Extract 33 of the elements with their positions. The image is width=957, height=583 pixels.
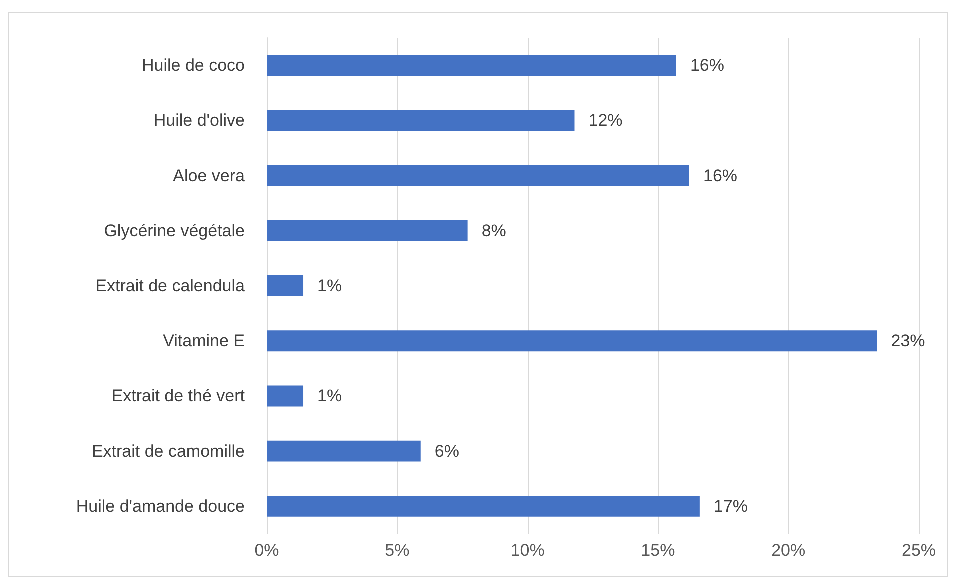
data-label: 1%	[318, 276, 342, 296]
y-tick-label: Extrait de camomille	[92, 442, 245, 461]
data-label: 16%	[690, 56, 724, 76]
bar	[267, 220, 468, 242]
data-label: 17%	[714, 496, 748, 516]
bar	[267, 330, 878, 352]
bar	[267, 110, 575, 132]
bar	[267, 440, 421, 462]
x-tick-label: 25%	[902, 541, 936, 560]
data-label: 23%	[891, 332, 926, 351]
x-tick-label: 15%	[641, 541, 676, 560]
x-tick-label: 0%	[254, 541, 280, 560]
y-tick-label: Vitamine E	[163, 332, 245, 351]
data-label: 16%	[703, 166, 738, 186]
data-label: 6%	[434, 442, 460, 461]
bar	[267, 276, 304, 296]
y-tick-label: Glycérine végétale	[104, 221, 245, 240]
y-tick-label: Extrait de thé vert	[112, 386, 246, 406]
y-tick-label: Huile d'olive	[154, 111, 245, 130]
y-tick-label: Extrait de calendula	[96, 276, 246, 296]
y-tick-label: Huile d'amande douce	[76, 496, 245, 516]
data-label: 8%	[482, 221, 506, 240]
bar	[267, 55, 676, 76]
y-tick-label: Aloe vera	[173, 166, 246, 186]
bar	[267, 386, 304, 407]
x-tick-label: 10%	[510, 541, 545, 560]
bar	[267, 496, 700, 517]
x-tick-label: 5%	[385, 541, 410, 560]
y-tick-label: Huile de coco	[142, 56, 245, 76]
x-tick-label: 20%	[772, 541, 806, 560]
data-label: 1%	[318, 386, 342, 406]
data-label: 12%	[588, 111, 623, 130]
bar	[267, 165, 690, 186]
